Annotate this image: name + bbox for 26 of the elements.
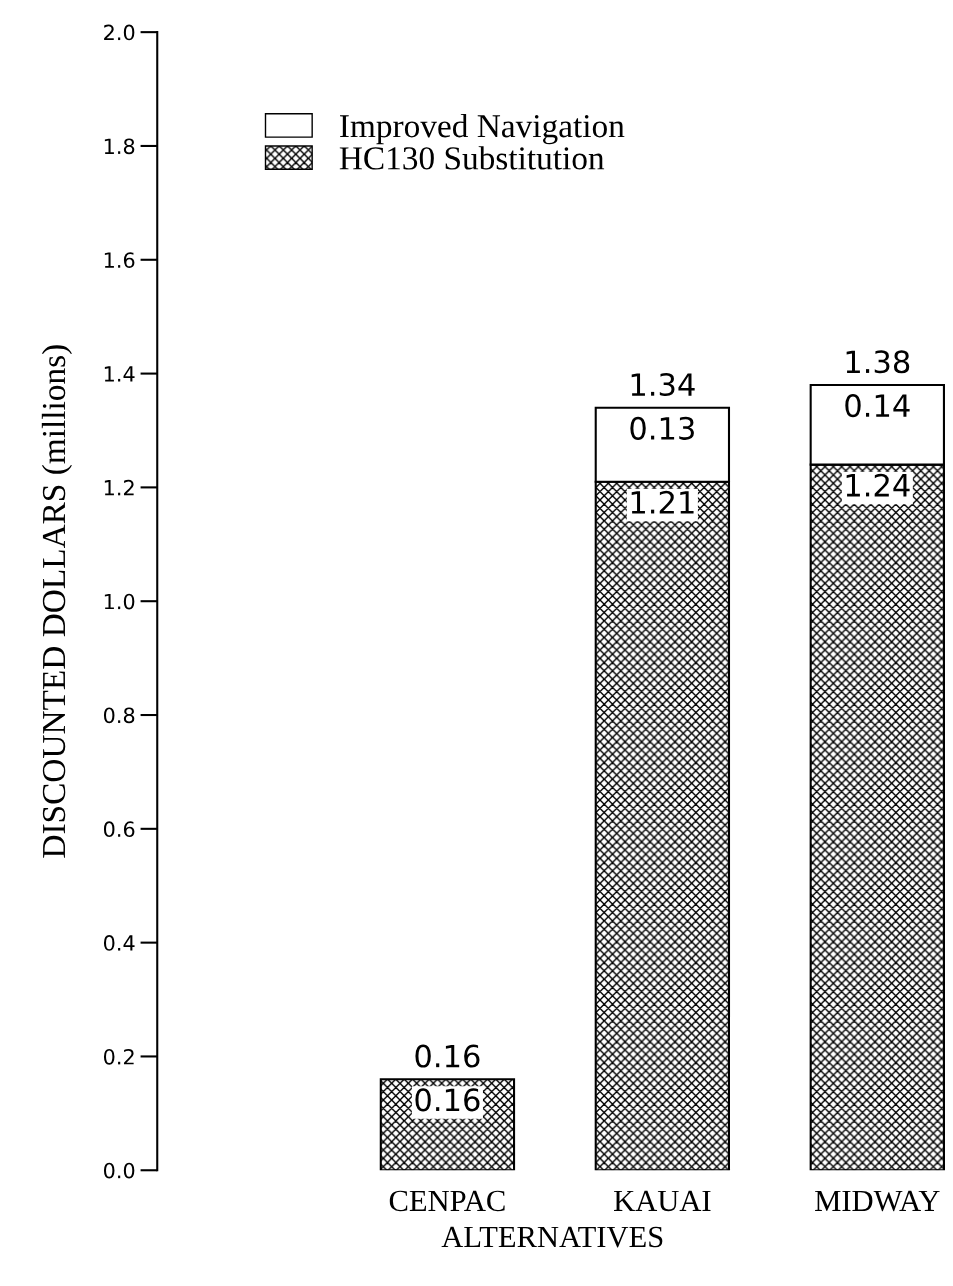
legend-label: HC130 Substitution [339,146,605,170]
data-label: 1.21 [631,490,694,514]
x-tick-label: MIDWAY [815,1190,940,1212]
y-tick-label: 1.2 [104,479,134,496]
x-axis-title: ALTERNATIVES [441,1226,663,1248]
y-tick-label: 1.4 [104,366,135,382]
data-label: 0.13 [630,416,694,440]
total-label: 1.38 [846,350,910,374]
data-label: 0.14 [845,394,910,418]
y-tick-label: 1.0 [104,593,135,610]
x-tick-label: CENPAC [389,1190,505,1212]
y-axis-title: DISCOUNTED DOLLARS (millions) [41,345,73,858]
total-label: 1.34 [631,373,695,397]
x-tick-label: KAUAI [614,1190,711,1212]
y-tick-label: 0.2 [103,1048,134,1065]
data-label: 0.16 [415,1088,480,1112]
legend-label: Improved Navigation [340,113,625,145]
y-tick-label: 1.8 [104,138,135,155]
data-label: 1.24 [846,473,910,497]
y-tick-label: 0.6 [103,821,135,838]
y-tick-label: 0.0 [103,1162,135,1179]
y-tick-label: 0.8 [103,707,135,724]
y-tick-label: 2.0 [104,24,135,41]
y-tick-label: 0.4 [103,935,135,951]
y-tick-label: 1.6 [104,252,135,268]
total-label: 0.16 [415,1044,480,1068]
